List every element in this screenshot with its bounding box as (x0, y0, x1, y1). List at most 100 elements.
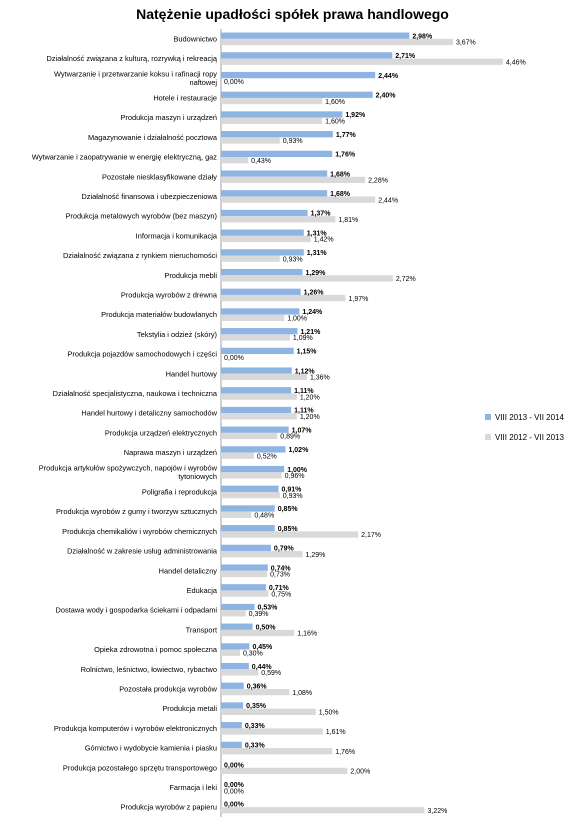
data-label: 1,26% (304, 289, 325, 296)
data-label: 0,59% (261, 670, 281, 677)
bar-2013-2014 (221, 426, 289, 433)
bar-2013-2014 (221, 485, 279, 492)
bar-2012-2013 (221, 688, 290, 696)
data-label: 1,09% (293, 335, 313, 342)
bar-2012-2013 (221, 97, 323, 105)
data-label: 0,39% (249, 611, 269, 618)
bar-2012-2013 (221, 235, 311, 243)
data-label: 0,00% (224, 355, 244, 362)
data-label: 0,43% (251, 158, 271, 165)
bar-2013-2014 (221, 308, 300, 315)
bar-2013-2014 (221, 131, 333, 138)
data-label: 0,89% (280, 434, 300, 441)
data-label: 1,24% (302, 309, 323, 316)
data-label: 0,44% (252, 664, 273, 671)
bar-2012-2013 (221, 570, 268, 578)
data-label: 0,00% (224, 782, 245, 789)
bar-2013-2014 (221, 564, 268, 571)
data-label: 1,68% (330, 191, 351, 198)
bar-2013-2014 (221, 288, 301, 295)
data-label: 1,60% (325, 118, 345, 125)
category-label: Produkcja wyrobów z gumy i tworzyw sztuc… (56, 507, 217, 516)
bar-2013-2014 (221, 702, 244, 709)
data-label: 1,29% (306, 270, 327, 277)
category-label: Handel hurtowy (166, 369, 218, 378)
data-label: 0,85% (278, 526, 299, 533)
data-label: 1,36% (310, 375, 330, 382)
bar-2013-2014 (221, 643, 250, 650)
category-label: Farmacja i leki (169, 783, 217, 792)
category-label: Handel detaliczny (159, 566, 218, 575)
bar-2012-2013 (221, 728, 323, 735)
bar-2012-2013 (221, 38, 453, 46)
category-label: Działalność finansowa i ubezpieczeniowa (81, 192, 217, 201)
data-label: 0,74% (271, 565, 292, 572)
category-label: Produkcja mebli (164, 271, 217, 280)
data-label: 0,53% (257, 605, 278, 612)
legend-entry: VIII 2012 - VII 2013 (495, 433, 564, 442)
bar-2013-2014 (221, 525, 275, 532)
bar-2013-2014 (221, 465, 285, 473)
data-label: 1,31% (307, 230, 328, 237)
data-label: 0,00% (224, 802, 245, 809)
category-label: Pozostałe niesklasyfikowane działy (102, 172, 217, 181)
category-label: Produkcja urządzeń elektrycznych (105, 428, 217, 437)
data-label: 1,60% (325, 99, 345, 106)
data-label: 1,11% (294, 408, 314, 415)
data-label: 0,71% (269, 585, 290, 592)
data-label: 2,44% (378, 197, 398, 204)
bar-2012-2013 (221, 117, 323, 124)
category-label: Opieka zdrowotna i pomoc społeczna (94, 645, 218, 654)
bar-2013-2014 (221, 111, 343, 118)
bar-2012-2013 (221, 255, 280, 262)
category-label: Produkcja komputerów i wyrobów elektroni… (54, 724, 217, 733)
category-label: Edukacja (187, 586, 218, 595)
category-label: Informacja i komunikacja (136, 231, 218, 240)
category-label: Pozostała produkcja wyrobów (119, 684, 217, 693)
category-label: Transport (186, 625, 217, 634)
category-label: Naprawa maszyn i urządzeń (124, 448, 217, 457)
bar-2013-2014 (221, 347, 294, 355)
bar-2012-2013 (221, 531, 359, 538)
data-label: 2,72% (396, 276, 416, 283)
bar-2013-2014 (221, 150, 333, 158)
data-label: 0,36% (247, 683, 268, 690)
bar-2013-2014 (221, 623, 253, 630)
bar-2013-2014 (221, 229, 304, 236)
data-label: 3,22% (428, 808, 448, 815)
data-label: 1,29% (306, 552, 326, 559)
data-label: 1,50% (319, 709, 339, 716)
data-label: 0,35% (246, 703, 267, 710)
category-label: naftowej (189, 78, 217, 87)
data-label: 1,97% (349, 296, 369, 303)
data-label: 2,28% (368, 178, 388, 185)
category-label: Tekstylia i odzież (skóry) (137, 330, 217, 339)
data-label: 0,00% (224, 788, 244, 795)
data-label: 0,00% (224, 79, 244, 86)
bar-2012-2013 (221, 275, 393, 282)
bar-2013-2014 (221, 603, 255, 611)
bar-2012-2013 (221, 511, 252, 518)
bar-2012-2013 (221, 807, 425, 814)
data-label: 1,08% (292, 690, 312, 697)
data-label: 0,33% (245, 723, 266, 730)
data-label: 1,42% (314, 237, 334, 244)
data-label: 1,15% (297, 349, 318, 356)
data-label: 3,67% (456, 40, 476, 47)
bar-2012-2013 (221, 373, 307, 381)
data-label: 0,85% (278, 506, 299, 513)
data-label: 0,91% (282, 486, 303, 493)
bar-2013-2014 (221, 722, 242, 729)
bar-2012-2013 (221, 551, 303, 558)
bar-2012-2013 (221, 196, 376, 203)
category-label: Produkcja metali (162, 704, 217, 713)
data-label: 0,52% (257, 453, 277, 460)
data-label: 1,76% (335, 152, 356, 159)
data-label: 2,17% (361, 532, 381, 539)
bar-2012-2013 (221, 413, 297, 420)
data-label: 4,46% (506, 59, 526, 66)
bar-2012-2013 (221, 157, 249, 164)
bar-2013-2014 (221, 268, 303, 276)
bar-2013-2014 (221, 209, 308, 217)
data-label: 1,16% (297, 631, 317, 638)
